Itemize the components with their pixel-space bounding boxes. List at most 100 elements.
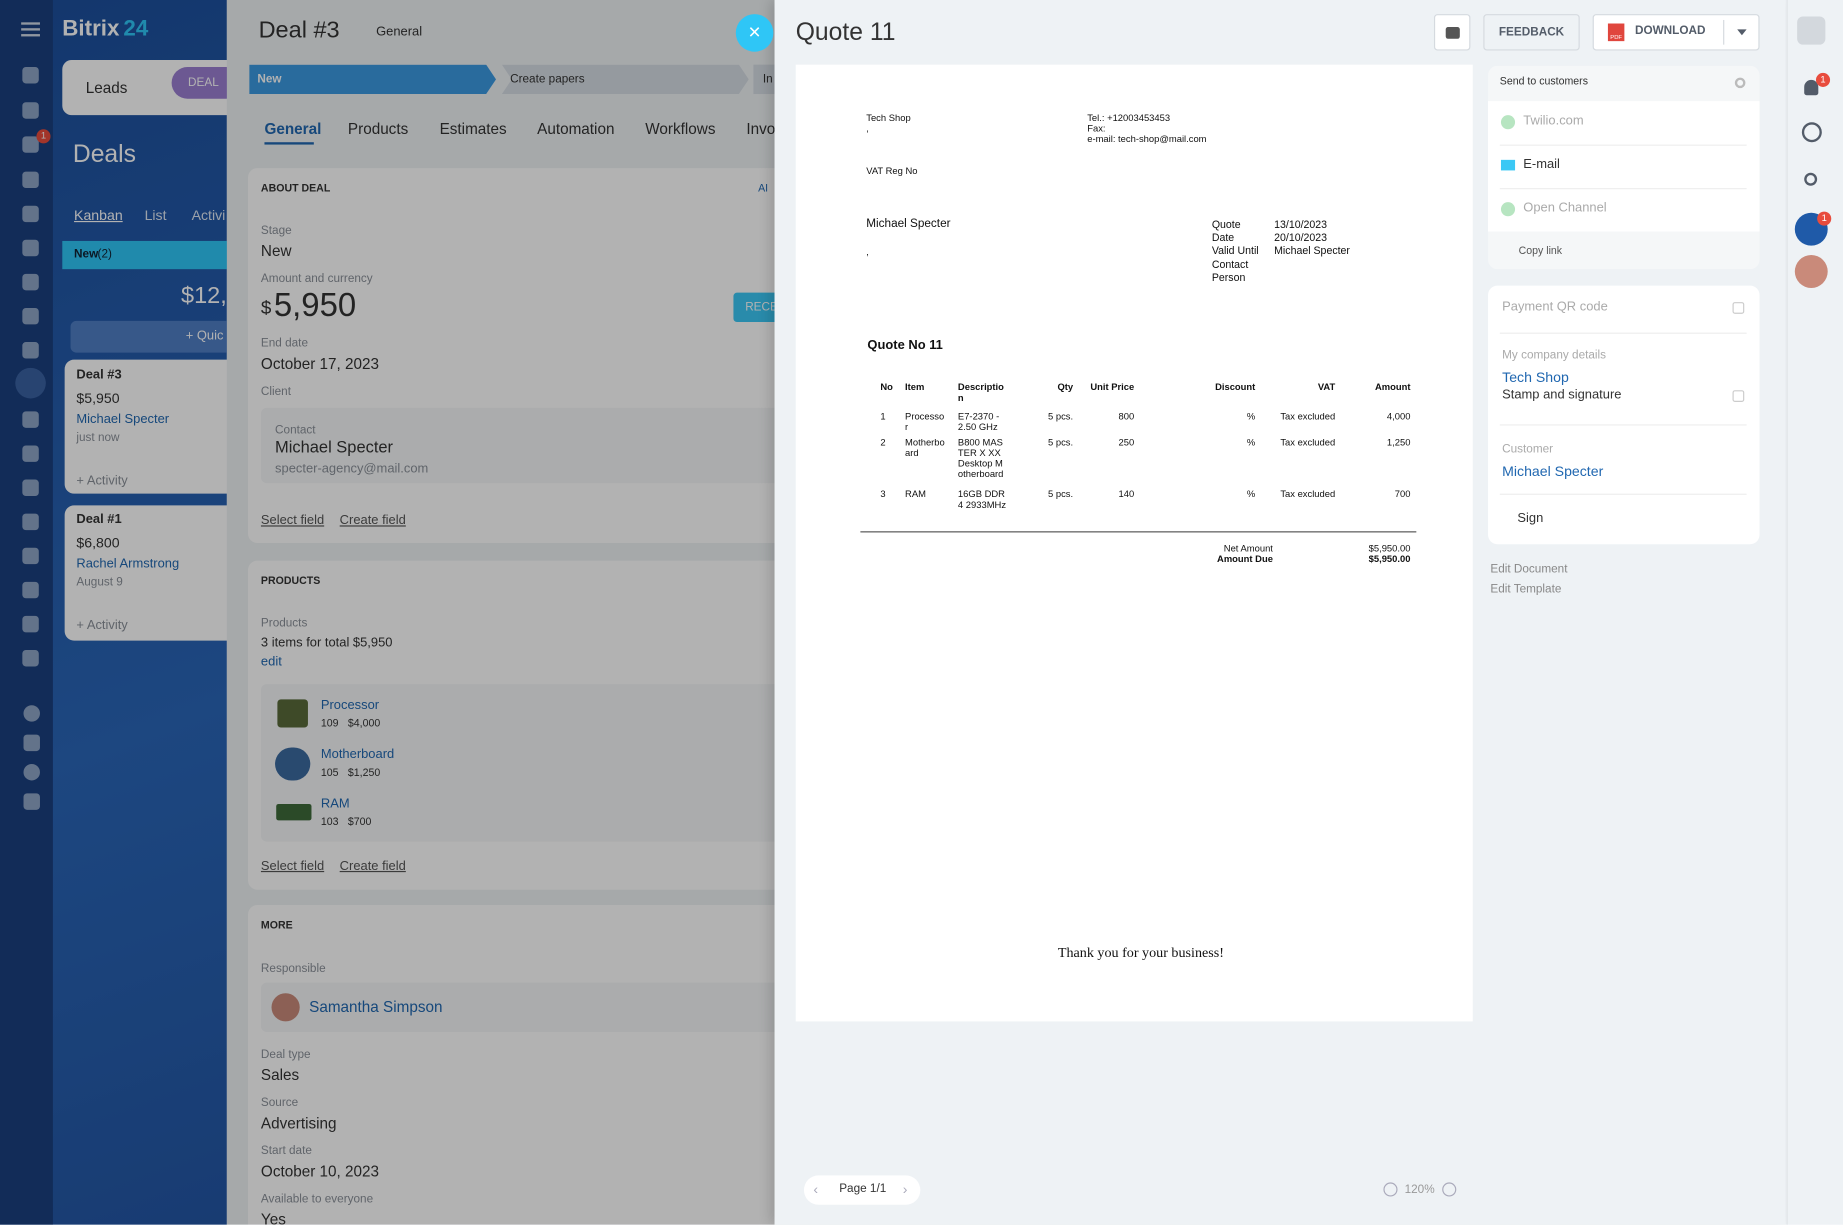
products-edit[interactable]: edit bbox=[260, 654, 282, 669]
channel[interactable]: Open Channel bbox=[1523, 200, 1607, 216]
deal-tab-active[interactable]: General bbox=[264, 119, 322, 138]
settings-icon[interactable] bbox=[1734, 77, 1746, 89]
feedback-button[interactable]: FEEDBACK bbox=[1483, 14, 1580, 51]
card-contact[interactable]: Michael Specter bbox=[76, 412, 170, 427]
product-name[interactable]: RAM bbox=[320, 796, 350, 812]
table-cell: 5 pcs. bbox=[1048, 437, 1074, 448]
prev-page[interactable]: ‹ bbox=[813, 1181, 819, 1198]
nav-icon[interactable] bbox=[23, 763, 40, 781]
card-activity[interactable]: + Activity bbox=[76, 473, 128, 488]
create-field[interactable]: Create field bbox=[339, 513, 406, 528]
nav-icon[interactable] bbox=[23, 793, 40, 810]
menu-button[interactable] bbox=[21, 22, 40, 25]
nav-icon[interactable] bbox=[22, 513, 39, 531]
company-name[interactable]: Tech Shop bbox=[1502, 369, 1569, 386]
nav-icon[interactable] bbox=[22, 581, 39, 599]
help-button[interactable] bbox=[1797, 16, 1826, 45]
nav-icon[interactable] bbox=[22, 205, 39, 223]
user-avatar[interactable] bbox=[1794, 255, 1828, 288]
deal-tab[interactable]: Products bbox=[347, 119, 409, 138]
download-label[interactable]: DOWNLOAD bbox=[1634, 24, 1706, 38]
field-label: Stage bbox=[260, 224, 292, 238]
view-tab[interactable]: Kanban bbox=[74, 206, 123, 224]
edit-document[interactable]: Edit Document bbox=[1490, 563, 1568, 576]
pager bbox=[803, 1175, 921, 1205]
contact-email[interactable]: specter-agency@mail.com bbox=[275, 461, 429, 477]
overlay[interactable] bbox=[0, 0, 775, 1225]
search[interactable] bbox=[1804, 172, 1818, 186]
dropdown-arrow[interactable] bbox=[1737, 29, 1747, 36]
contact-name[interactable]: Michael Specter bbox=[275, 437, 394, 457]
notifications[interactable] bbox=[1804, 79, 1819, 96]
nav-icon[interactable] bbox=[22, 102, 39, 119]
badge: 1 bbox=[1815, 72, 1831, 87]
nav-icon[interactable] bbox=[22, 479, 39, 497]
checkbox[interactable] bbox=[1732, 390, 1745, 402]
nav-icon[interactable] bbox=[22, 171, 39, 189]
checkbox[interactable] bbox=[1732, 302, 1745, 314]
total-value: $5,950.00 bbox=[1368, 553, 1411, 565]
field-label: Source bbox=[260, 1096, 299, 1110]
deal-category[interactable]: General bbox=[376, 24, 423, 39]
card-activity[interactable]: + Activity bbox=[76, 618, 128, 633]
product-name[interactable]: Processor bbox=[320, 698, 380, 713]
nav-icon[interactable] bbox=[22, 411, 39, 428]
deal-card[interactable] bbox=[64, 505, 241, 641]
deal-tab[interactable]: Estimates bbox=[439, 119, 507, 138]
copy-link[interactable]: Copy link bbox=[1518, 244, 1563, 257]
nav-icon[interactable] bbox=[22, 307, 39, 325]
messages[interactable] bbox=[1801, 122, 1822, 143]
quick-add[interactable] bbox=[70, 320, 236, 353]
nav-icon[interactable] bbox=[22, 136, 39, 153]
deal-tab[interactable]: Invoi bbox=[746, 119, 775, 138]
edit-template[interactable]: Edit Template bbox=[1490, 582, 1562, 596]
close-button[interactable]: × bbox=[735, 14, 774, 52]
zoom-in[interactable] bbox=[1442, 1182, 1457, 1197]
stage[interactable] bbox=[753, 64, 775, 95]
tab[interactable]: Leads bbox=[85, 78, 128, 97]
nav-icon[interactable] bbox=[23, 705, 40, 722]
view-tab[interactable]: List bbox=[144, 206, 167, 224]
nav-icon[interactable] bbox=[22, 239, 39, 257]
nav-icon[interactable] bbox=[22, 547, 39, 565]
table-cell: 800 bbox=[1118, 411, 1135, 422]
quick-add-label[interactable]: + Quic bbox=[185, 329, 224, 344]
nav-icon[interactable] bbox=[23, 734, 40, 752]
field-label: End date bbox=[260, 337, 309, 351]
deal-title: Deal #3 bbox=[258, 17, 340, 44]
meta-label: Contact Person bbox=[1211, 258, 1249, 284]
nav-icon[interactable] bbox=[22, 66, 39, 84]
stage[interactable] bbox=[501, 64, 749, 95]
print-button[interactable] bbox=[1433, 14, 1471, 51]
field-label: Available to everyone bbox=[260, 1193, 374, 1206]
create-field[interactable]: Create field bbox=[339, 859, 406, 874]
channel[interactable]: Twilio.com bbox=[1523, 114, 1584, 129]
zoom-out[interactable] bbox=[1383, 1182, 1398, 1197]
send-heading: Send to customers bbox=[1499, 75, 1588, 87]
deal-tab[interactable]: Automation bbox=[537, 119, 615, 138]
product-name[interactable]: Motherboard bbox=[320, 747, 395, 762]
nav-icon[interactable] bbox=[22, 273, 39, 291]
deal-card[interactable] bbox=[64, 359, 241, 494]
next-page[interactable]: › bbox=[902, 1181, 908, 1198]
deal-tab[interactable]: Workflows bbox=[645, 119, 716, 138]
sign-button[interactable]: Sign bbox=[1517, 511, 1544, 526]
stage-active[interactable] bbox=[249, 64, 497, 95]
nav-icon[interactable] bbox=[22, 445, 39, 462]
nav-icon[interactable] bbox=[22, 615, 39, 633]
customer-name[interactable]: Michael Specter bbox=[1502, 463, 1604, 480]
nav-icon-active[interactable] bbox=[15, 367, 46, 399]
nav-icon[interactable] bbox=[22, 342, 39, 359]
responsible-name[interactable]: Samantha Simpson bbox=[309, 997, 443, 1016]
card-contact[interactable]: Rachel Armstrong bbox=[76, 557, 180, 572]
section-heading: MORE bbox=[260, 919, 293, 931]
ai-button[interactable]: AI bbox=[758, 182, 769, 194]
view-tab[interactable]: Activi bbox=[191, 206, 226, 224]
select-field[interactable]: Select field bbox=[260, 513, 325, 528]
nav-icon[interactable] bbox=[22, 649, 39, 667]
select-field[interactable]: Select field bbox=[260, 859, 325, 874]
crm-title: Deals bbox=[72, 141, 136, 169]
channel[interactable]: E-mail bbox=[1523, 157, 1560, 172]
